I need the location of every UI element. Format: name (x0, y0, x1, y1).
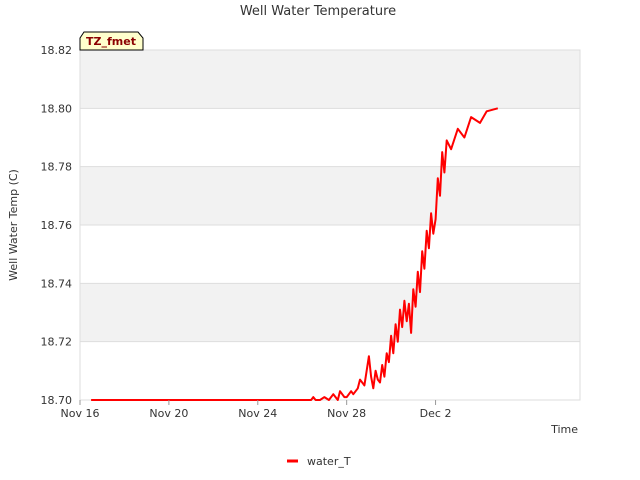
x-tick-label: Nov 16 (61, 407, 100, 420)
badge: TZ_fmet (79, 31, 144, 51)
x-tick-label: Nov 24 (238, 407, 277, 420)
plot-band (80, 50, 580, 109)
y-tick-label: 18.80 (41, 102, 73, 115)
legend[interactable]: water_T (287, 455, 351, 468)
y-axis: 18.70 18.72 18.74 18.76 18.78 18.80 18.82 (41, 44, 73, 407)
plot-band (80, 166, 580, 225)
y-axis-title: Well Water Temp (C) (7, 169, 20, 281)
plot-band (80, 283, 580, 342)
x-axis: Nov 16 Nov 20 Nov 24 Nov 28 Dec 2 (61, 400, 452, 420)
y-tick-label: 18.70 (41, 394, 73, 407)
x-axis-title: Time (550, 423, 578, 436)
x-tick-label: Dec 2 (420, 407, 452, 420)
badge-shape (79, 31, 144, 51)
y-tick-label: 18.74 (41, 277, 73, 290)
x-tick-label: Nov 28 (327, 407, 366, 420)
y-tick-label: 18.78 (41, 161, 73, 174)
x-tick-label: Nov 20 (149, 407, 188, 420)
y-tick-label: 18.82 (41, 44, 73, 57)
series-layer (91, 107, 499, 401)
y-tick-label: 18.72 (41, 336, 73, 349)
y-tick-label: 18.76 (41, 219, 73, 232)
legend-label-water-t: water_T (307, 455, 351, 468)
series-line-water-t (91, 107, 499, 401)
plot-bands (80, 50, 580, 342)
chart-title: Well Water Temperature (240, 4, 396, 19)
badge-label: TZ_fmet (86, 35, 136, 48)
